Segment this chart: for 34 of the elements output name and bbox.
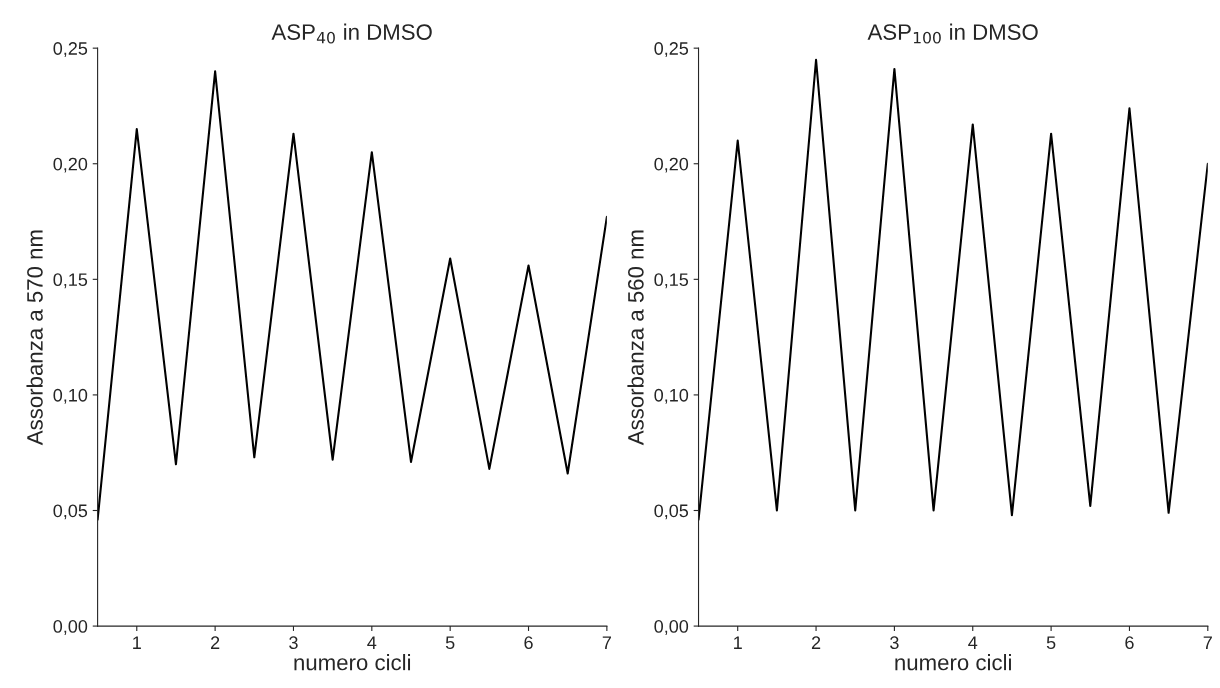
x-tick-label: 1 [133, 636, 141, 649]
x-tick-label: 6 [524, 636, 533, 650]
y-tick-label: 0,00 [654, 620, 689, 635]
y-tick-label: 0,20 [654, 157, 689, 173]
line-series [97, 70, 607, 521]
x-tick-label: 7 [602, 636, 611, 649]
y-tick-label: 0,10 [654, 388, 689, 404]
x-axis-title: numero cicli [294, 654, 411, 671]
y-tick-label: 0,25 [53, 42, 88, 58]
y-tick-label: 0,15 [654, 273, 689, 289]
x-tick-label: 2 [211, 636, 220, 649]
x-tick-label: 3 [289, 636, 298, 650]
y-tick-label: 0,05 [53, 504, 88, 520]
y-axis-title: Assorbanza a 570 nm [26, 230, 43, 446]
x-axis-title: numero cicli [895, 654, 1011, 671]
y-tick-label: 0,15 [53, 273, 88, 289]
x-tick-label: 6 [1125, 636, 1134, 650]
x-tick-label: 4 [367, 636, 377, 649]
x-tick-label: 4 [968, 636, 978, 649]
x-tick-label: 5 [1046, 636, 1056, 650]
line-series [698, 58, 1208, 521]
x-tick-label: 5 [445, 636, 455, 650]
x-tick-label: 7 [1203, 636, 1212, 649]
y-tick-label: 0,25 [654, 42, 689, 58]
y-tick-label: 0,05 [654, 504, 689, 520]
y-axis-title: Assorbanza a 560 nm [627, 230, 644, 446]
chart-title: ASP$_{100}$ in DMSO [867, 23, 1038, 44]
x-tick-label: 3 [890, 636, 899, 650]
x-tick-label: 2 [811, 636, 821, 649]
chart-title: ASP$_{40}$ in DMSO [271, 23, 432, 44]
y-tick-label: 0,10 [53, 388, 88, 404]
y-tick-label: 0,00 [53, 620, 88, 635]
x-tick-label: 1 [734, 636, 742, 649]
y-tick-label: 0,20 [53, 157, 88, 173]
